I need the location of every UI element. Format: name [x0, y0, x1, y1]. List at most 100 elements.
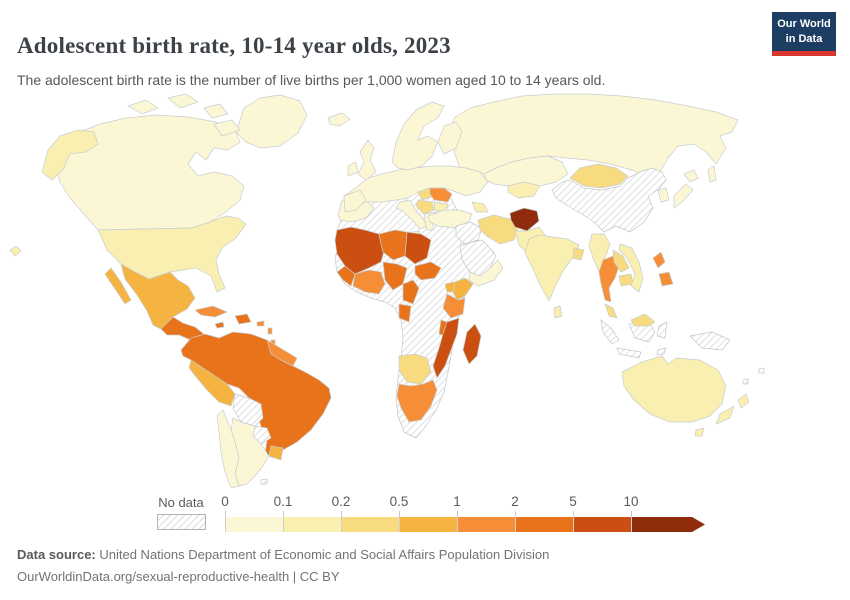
region-canada-arctic-islands[interactable]	[127, 93, 241, 137]
region-tasmania[interactable]	[694, 427, 705, 437]
region-bangladesh[interactable]	[572, 247, 585, 261]
region-cameroon[interactable]	[402, 279, 420, 305]
region-india[interactable]	[524, 234, 580, 302]
legend-tick-mark	[341, 511, 342, 517]
region-sakhalin[interactable]	[707, 165, 717, 183]
region-indonesia-java[interactable]	[616, 347, 642, 359]
region-scandinavia[interactable]	[391, 101, 445, 171]
region-vietnam[interactable]	[618, 243, 644, 293]
region-gabon-congo[interactable]	[398, 303, 412, 323]
footer-link-line[interactable]: OurWorldinData.org/sexual-reproductive-h…	[17, 569, 340, 584]
region-iceland[interactable]	[327, 112, 351, 127]
legend-swatch-0.1-0.2[interactable]	[283, 517, 341, 532]
region-syria-iraq[interactable]	[455, 221, 483, 245]
region-finland[interactable]	[437, 121, 463, 155]
region-peru[interactable]	[188, 359, 236, 407]
legend-tick-mark	[573, 511, 574, 517]
legend-swatch-0.2-0.5[interactable]	[341, 517, 399, 532]
region-cuba[interactable]	[194, 305, 228, 318]
region-australia[interactable]	[621, 355, 727, 423]
region-morocco[interactable]	[343, 189, 367, 213]
region-yemen-oman[interactable]	[468, 259, 504, 287]
region-romania[interactable]	[429, 187, 453, 203]
region-guyanas[interactable]	[266, 339, 298, 367]
legend-swatch-0.5-1[interactable]	[399, 517, 457, 532]
region-europe-main[interactable]	[343, 165, 489, 203]
region-bolivia[interactable]	[232, 393, 264, 427]
region-hawaii[interactable]	[9, 245, 22, 257]
region-mongolia[interactable]	[569, 163, 629, 189]
region-korea[interactable]	[657, 187, 670, 203]
region-russia[interactable]	[451, 93, 739, 179]
region-malaysia-peninsula[interactable]	[604, 303, 618, 319]
legend-swatch-2-5[interactable]	[515, 517, 573, 532]
region-sulawesi[interactable]	[656, 321, 668, 339]
region-hispaniola[interactable]	[234, 313, 252, 325]
legend-no-data-label: No data	[158, 495, 204, 510]
footer-source-label: Data source:	[17, 547, 96, 562]
region-malaysia-borneo[interactable]	[630, 313, 656, 327]
region-south-america-north[interactable]	[180, 331, 332, 459]
region-puerto-rico[interactable]	[256, 320, 265, 327]
legend-swatch-10+[interactable]	[631, 517, 705, 532]
region-uruguay[interactable]	[268, 445, 284, 461]
region-timor[interactable]	[656, 347, 667, 356]
legend-swatch-1-2[interactable]	[457, 517, 515, 532]
region-jamaica[interactable]	[214, 321, 225, 329]
region-mexico[interactable]	[120, 263, 196, 330]
legend-swatch-5-10[interactable]	[573, 517, 631, 532]
region-kenya[interactable]	[452, 277, 474, 301]
region-new-zealand-south[interactable]	[715, 405, 735, 425]
region-pacific-islands[interactable]	[742, 367, 765, 385]
legend-tick-mark	[515, 511, 516, 517]
region-ivory-coast-ghana[interactable]	[352, 269, 386, 295]
region-laos[interactable]	[612, 249, 630, 273]
region-baja-california[interactable]	[104, 267, 132, 305]
legend-tick-mark	[457, 511, 458, 517]
region-niger[interactable]	[378, 229, 408, 261]
region-new-zealand-north[interactable]	[737, 393, 750, 409]
legend-color-scale: 0 0.1 0.2 0.5 1 2 5 10	[221, 494, 717, 532]
legend-swatch-0-0.1[interactable]	[225, 517, 283, 532]
owid-logo[interactable]: Our World in Data	[772, 12, 836, 56]
region-kazakhstan[interactable]	[483, 155, 569, 187]
region-ireland[interactable]	[347, 161, 359, 177]
owid-logo-text: Our World in Data	[772, 12, 836, 51]
region-sri-lanka[interactable]	[553, 305, 563, 319]
legend-color-bar	[225, 517, 705, 532]
legend-tick-mark	[225, 511, 226, 517]
region-sahel-west[interactable]	[334, 226, 386, 275]
region-japan-hokkaido[interactable]	[683, 169, 699, 183]
region-caucasus[interactable]	[471, 201, 489, 213]
region-greenland[interactable]	[235, 94, 308, 149]
region-new-guinea[interactable]	[689, 331, 731, 351]
region-chad[interactable]	[404, 231, 432, 265]
legend-tick-mark	[631, 511, 632, 517]
footer-source-text: United Nations Department of Economic an…	[95, 547, 550, 562]
region-central-asia[interactable]	[507, 181, 541, 199]
region-serbia-balkans[interactable]	[415, 199, 435, 215]
region-italy[interactable]	[395, 199, 429, 230]
region-iran[interactable]	[477, 214, 519, 245]
region-falkland-islands[interactable]	[260, 478, 268, 485]
world-map	[9, 93, 765, 489]
region-japan-honshu[interactable]	[673, 183, 694, 209]
region-alaska[interactable]	[41, 129, 99, 181]
region-indonesia-sumatra[interactable]	[600, 319, 620, 345]
region-south-africa[interactable]	[396, 379, 438, 423]
region-namibia-botswana[interactable]	[398, 353, 432, 385]
region-madagascar[interactable]	[462, 323, 482, 365]
region-central-african-republic[interactable]	[414, 261, 442, 281]
legend-no-data-swatch[interactable]	[157, 514, 206, 530]
region-guinea-coast[interactable]	[336, 265, 356, 287]
region-tanzania[interactable]	[442, 293, 466, 319]
region-chile[interactable]	[216, 409, 240, 489]
region-saudi-arabia[interactable]	[459, 239, 497, 277]
region-philippines-mindanao[interactable]	[658, 271, 674, 287]
region-philippines-luzon[interactable]	[652, 251, 666, 269]
legend-tick-label-5: 5	[569, 494, 577, 509]
region-mozambique[interactable]	[432, 317, 460, 379]
region-afghanistan[interactable]	[509, 207, 540, 232]
region-cambodia[interactable]	[618, 273, 634, 287]
region-uk[interactable]	[357, 139, 377, 181]
